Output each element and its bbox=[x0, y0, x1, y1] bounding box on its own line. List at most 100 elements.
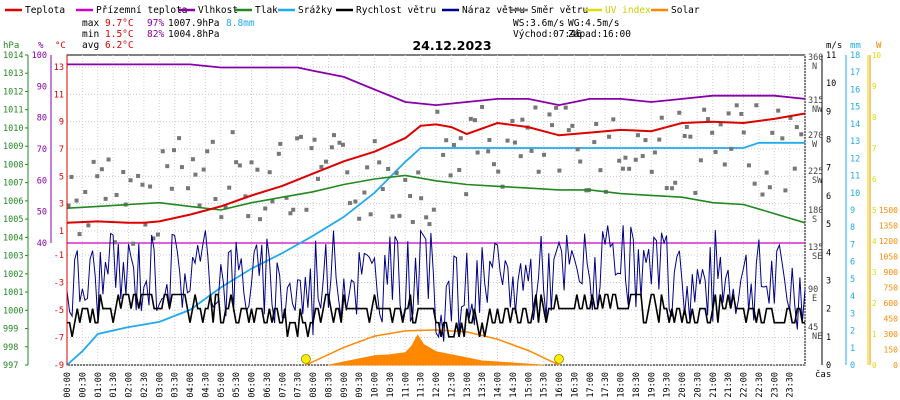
tick-time-37: 18:30 bbox=[632, 372, 642, 398]
wind-direction-dot bbox=[249, 160, 254, 165]
wind-direction-dot bbox=[792, 166, 797, 171]
wind-direction-dot bbox=[190, 157, 195, 162]
wind-direction-dot bbox=[710, 130, 715, 135]
wind-direction-dot bbox=[722, 162, 727, 167]
tick-temp-9: 9 bbox=[59, 118, 64, 128]
wind-direction-dot bbox=[114, 192, 119, 197]
stats-max-label: max bbox=[82, 18, 99, 29]
wind-direction-dot bbox=[451, 142, 456, 147]
tick-humidity-80: 80 bbox=[37, 114, 47, 124]
wind-direction-dot bbox=[512, 140, 517, 145]
wind-direction-dot bbox=[468, 116, 473, 121]
wind-direction-dot bbox=[633, 157, 638, 162]
tick-time-45: 22:30 bbox=[755, 372, 765, 398]
tick-time-5: 02:30 bbox=[140, 372, 150, 398]
wind-direction-dot bbox=[312, 137, 317, 142]
wind-direction-dot bbox=[431, 207, 436, 212]
wind-direction-dot bbox=[464, 192, 469, 197]
tick-uv-2: 2 bbox=[872, 299, 877, 308]
wind-direction-dot bbox=[410, 220, 415, 225]
wind-direction-dot bbox=[368, 212, 373, 217]
wind-direction-dot bbox=[670, 186, 675, 191]
wind-direction-dot bbox=[332, 133, 337, 138]
tick-time-1: 00:30 bbox=[78, 372, 88, 398]
wind-direction-dot bbox=[563, 105, 568, 110]
wind-direction-dot bbox=[263, 206, 268, 211]
wind-direction-dot bbox=[518, 154, 523, 159]
tick-time-20: 10:00 bbox=[371, 372, 381, 398]
legend-label-1: Přízemní teplota bbox=[96, 5, 188, 16]
wind-direction-dot bbox=[435, 109, 440, 114]
tick-time-36: 18:00 bbox=[617, 372, 627, 398]
wind-direction-dot bbox=[172, 148, 177, 153]
wind-direction-dot bbox=[594, 121, 599, 126]
stats-avg-label: avg bbox=[82, 40, 99, 51]
tick-solar-150: 150 bbox=[884, 346, 899, 355]
wind-direction-dot bbox=[403, 177, 408, 182]
wind-direction-dot bbox=[298, 134, 303, 139]
tick-rain-8: 8 bbox=[850, 223, 855, 233]
wind-direction-dot bbox=[390, 214, 395, 219]
tick-wind-11: 11 bbox=[826, 51, 836, 61]
wind-direction-dot bbox=[99, 167, 104, 172]
temperature-line bbox=[66, 112, 806, 224]
wind-direction-dot bbox=[570, 123, 575, 128]
tick-wind-2: 2 bbox=[826, 305, 831, 315]
wind-direction-dot bbox=[95, 174, 100, 179]
wind-direction-dot bbox=[739, 111, 744, 116]
wind-direction-dot bbox=[246, 214, 251, 219]
chart-title: 24.12.2023 bbox=[412, 38, 491, 53]
wind-direction-dot bbox=[148, 184, 153, 189]
tick-time-13: 06:30 bbox=[263, 372, 273, 398]
wind-direction-dot bbox=[635, 133, 640, 138]
wind-direction-dot bbox=[657, 137, 662, 142]
tick-rain-16: 16 bbox=[850, 85, 860, 95]
tick-uv-1: 1 bbox=[872, 330, 877, 339]
tick-uv-10: 10 bbox=[872, 51, 882, 60]
tick-solar-1350: 1350 bbox=[879, 222, 898, 231]
tick-time-23: 11:30 bbox=[417, 372, 427, 398]
tick-winddir-deg-1: 315 bbox=[808, 96, 823, 106]
wind-direction-dot bbox=[131, 241, 136, 246]
tick-uv-4: 4 bbox=[872, 237, 877, 246]
stats-max-rain: 8.8mm bbox=[226, 18, 255, 29]
tick-temp-5: 5 bbox=[59, 172, 64, 182]
legend-label-7: Směr větru bbox=[531, 5, 588, 16]
tick-time-40: 20:00 bbox=[678, 372, 688, 398]
wind-direction-dot bbox=[542, 152, 547, 157]
tick-humidity-40: 40 bbox=[37, 239, 47, 249]
tick-time-10: 05:00 bbox=[217, 372, 227, 398]
wind-direction-dot bbox=[83, 189, 88, 194]
wind-direction-dot bbox=[219, 215, 224, 220]
tick-pressure-1014: 1014 bbox=[3, 51, 23, 61]
tick-temp-1: 1 bbox=[59, 227, 64, 237]
left-axes: 9979989991000100110021003100410051006100… bbox=[3, 51, 68, 371]
wind-direction-dot bbox=[270, 199, 275, 204]
wind-direction-dot bbox=[677, 110, 682, 115]
wind-direction-dot bbox=[165, 164, 170, 169]
sun-marker-1 bbox=[554, 354, 564, 364]
tick-uv-0: 0 bbox=[872, 361, 877, 370]
wind-direction-dot bbox=[276, 151, 281, 156]
wind-direction-dot bbox=[140, 182, 145, 187]
tick-rain-11: 11 bbox=[850, 172, 860, 182]
wind-direction-dot bbox=[201, 167, 206, 172]
tick-humidity-60: 60 bbox=[37, 176, 47, 186]
wind-direction-dot bbox=[496, 169, 501, 174]
wind-direction-dot bbox=[620, 166, 625, 171]
tick-pressure-1012: 1012 bbox=[3, 87, 23, 97]
sun-marker-0 bbox=[301, 354, 311, 364]
wind-direction-dot bbox=[487, 138, 492, 143]
wind-direction-dot bbox=[718, 122, 723, 127]
wind-direction-dot bbox=[729, 146, 734, 151]
wind-speed-line bbox=[67, 293, 805, 338]
wind-direction-dot bbox=[288, 211, 293, 216]
wind-direction-dot bbox=[69, 174, 74, 179]
rain-layer bbox=[66, 141, 805, 366]
tick-uv-3: 3 bbox=[872, 268, 877, 277]
tick-rain-18: 18 bbox=[850, 51, 860, 61]
wind-direction-dot bbox=[416, 170, 421, 175]
wind-direction-dot bbox=[652, 150, 657, 155]
wind-direction-dot bbox=[394, 170, 399, 175]
wind-direction-dot bbox=[234, 160, 239, 165]
